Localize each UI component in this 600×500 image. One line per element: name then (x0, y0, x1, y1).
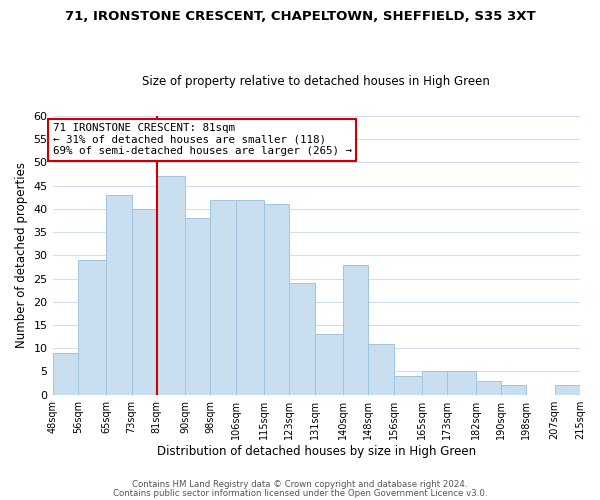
Bar (448, 372, 476, 394)
X-axis label: Distribution of detached houses by size in High Green: Distribution of detached houses by size … (157, 444, 476, 458)
Title: Size of property relative to detached houses in High Green: Size of property relative to detached ho… (142, 76, 490, 88)
Text: 71, IRONSTONE CRESCENT, CHAPELTOWN, SHEFFIELD, S35 3XT: 71, IRONSTONE CRESCENT, CHAPELTOWN, SHEF… (65, 10, 535, 23)
Bar (264, 204, 289, 394)
Bar (555, 386, 580, 394)
Bar (131, 209, 157, 394)
Bar (343, 264, 368, 394)
Bar (211, 200, 236, 394)
Bar (501, 386, 526, 394)
Text: Contains public sector information licensed under the Open Government Licence v3: Contains public sector information licen… (113, 488, 487, 498)
Bar (314, 334, 343, 394)
Text: 71 IRONSTONE CRESCENT: 81sqm
← 31% of detached houses are smaller (118)
69% of s: 71 IRONSTONE CRESCENT: 81sqm ← 31% of de… (53, 123, 352, 156)
Bar (476, 381, 501, 394)
Bar (157, 176, 185, 394)
Text: Contains HM Land Registry data © Crown copyright and database right 2024.: Contains HM Land Registry data © Crown c… (132, 480, 468, 489)
Bar (53, 353, 78, 395)
Bar (422, 372, 448, 394)
Bar (78, 260, 106, 394)
Y-axis label: Number of detached properties: Number of detached properties (15, 162, 28, 348)
Bar (394, 376, 422, 394)
Bar (289, 283, 314, 395)
Bar (368, 344, 394, 394)
Bar (106, 195, 131, 394)
Bar (236, 200, 264, 394)
Bar (185, 218, 211, 394)
